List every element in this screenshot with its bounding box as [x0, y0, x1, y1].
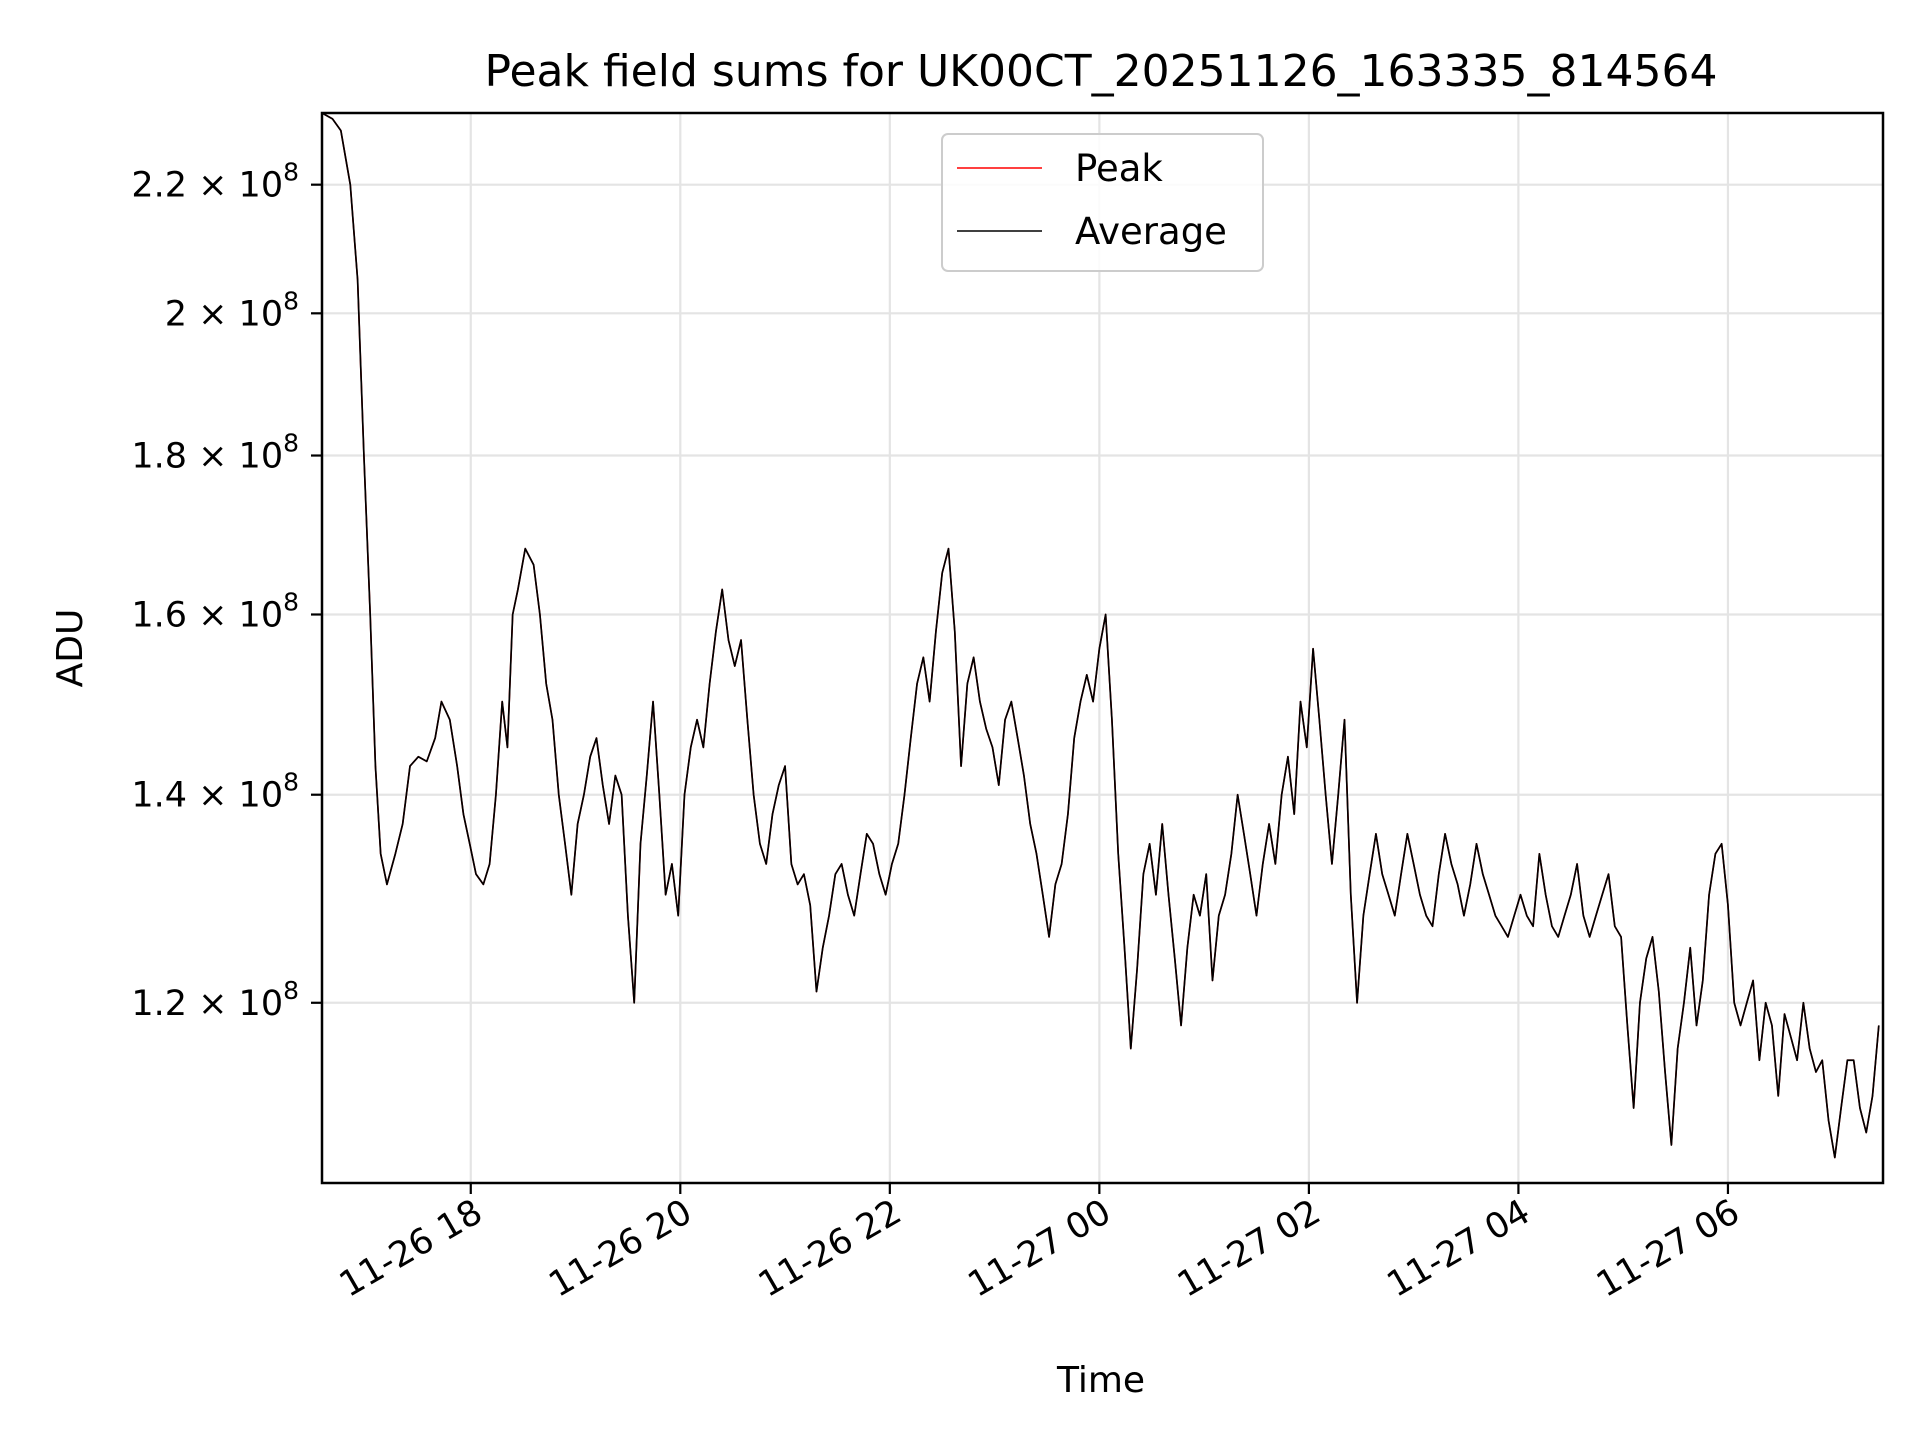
y-tick-label: 2.2 × 108	[131, 158, 299, 206]
series-line-average	[322, 113, 1880, 1159]
legend: Peak Average	[941, 133, 1264, 272]
y-tick-exponent: 8	[283, 587, 299, 616]
y-tick-mantissa: 2.2 × 10	[131, 166, 283, 206]
series-layer	[322, 113, 1880, 1159]
y-tick-exponent: 8	[283, 429, 299, 458]
y-tick-mantissa: 1.6 × 10	[131, 595, 283, 635]
y-tick-exponent: 8	[283, 976, 299, 1005]
y-tick-exponent: 8	[283, 286, 299, 315]
y-tick-label: 2 × 108	[165, 286, 299, 334]
y-tick-mantissa: 1.8 × 10	[131, 437, 283, 477]
y-tick-mantissa: 2 × 10	[165, 294, 283, 334]
legend-label-average: Average	[1075, 210, 1227, 253]
y-tick-label: 1.6 × 108	[131, 587, 299, 635]
legend-label-peak: Peak	[1075, 147, 1163, 190]
y-tick-mantissa: 1.4 × 10	[131, 776, 283, 816]
plot-frame	[320, 111, 1885, 1185]
x-axis-title: Time	[1056, 1360, 1145, 1401]
y-tick-exponent: 8	[283, 158, 299, 187]
y-tick-label: 1.8 × 108	[131, 429, 299, 477]
chart-title: Peak field sums for UK00CT_20251126_1633…	[485, 46, 1718, 97]
y-axis-title: ADU	[50, 609, 91, 688]
y-tick-label: 1.2 × 108	[131, 976, 299, 1024]
y-tick-mantissa: 1.2 × 10	[131, 984, 283, 1024]
y-tick-label: 1.4 × 108	[131, 768, 299, 816]
y-tick-exponent: 8	[283, 768, 299, 797]
